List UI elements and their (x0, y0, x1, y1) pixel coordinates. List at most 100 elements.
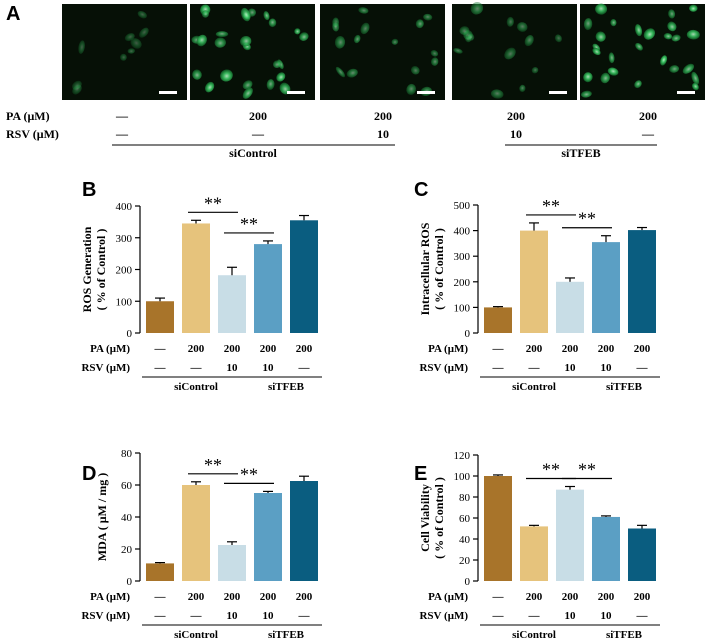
cell (470, 2, 484, 15)
y-axis-label: ( % of Control ) (432, 228, 446, 310)
cell (196, 34, 207, 47)
condition-label: RSV (μM) (6, 127, 59, 141)
y-tick-label: 60 (121, 480, 133, 492)
condition-value: 200 (507, 109, 525, 123)
cell (430, 57, 439, 66)
significance-label: ** (542, 460, 560, 480)
cell (691, 82, 699, 91)
y-tick-label: 20 (121, 544, 133, 556)
condition-label: RSV (μM) (81, 610, 130, 622)
cell (353, 34, 361, 44)
fluorescence-image (62, 4, 187, 100)
group-label: siControl (512, 629, 556, 640)
y-tick-label: 300 (116, 233, 133, 245)
cell (595, 31, 606, 42)
cell (667, 21, 677, 32)
condition-value: 10 (565, 362, 577, 374)
condition-value: 200 (598, 591, 615, 603)
condition-value: — (636, 610, 649, 622)
group-label: siTFEB (268, 381, 305, 393)
cell (240, 35, 252, 47)
condition-value: 10 (263, 610, 275, 622)
condition-value: — (492, 591, 505, 603)
cell (334, 36, 346, 49)
bar (628, 528, 656, 581)
y-tick-label: 100 (454, 471, 471, 483)
bar (182, 485, 210, 581)
condition-value: 10 (227, 610, 239, 622)
image-background (320, 4, 445, 100)
cell (406, 83, 417, 95)
condition-value: — (298, 610, 311, 622)
cell (346, 68, 358, 78)
significance-label: ** (204, 193, 222, 213)
cell (130, 38, 142, 49)
y-axis-label: MDA ( μM / mg ) (95, 473, 109, 561)
bar (520, 230, 548, 333)
condition-value: — (154, 362, 167, 374)
cell (215, 31, 229, 38)
y-tick-label: 400 (454, 226, 471, 238)
bar (182, 223, 210, 333)
y-axis-label: Intracellular ROS (418, 222, 432, 315)
bar (146, 563, 174, 581)
condition-value: 200 (188, 343, 205, 355)
bar (592, 242, 620, 333)
condition-value: — (115, 109, 129, 123)
cell (294, 28, 301, 35)
condition-value: 200 (260, 343, 277, 355)
cell (608, 52, 615, 64)
y-tick-label: 80 (121, 448, 133, 460)
cell (242, 80, 253, 90)
cell (669, 65, 680, 73)
cell (583, 72, 593, 83)
cell (391, 38, 399, 45)
cell (467, 33, 475, 41)
group-label: siTFEB (561, 146, 600, 160)
bar (146, 301, 174, 333)
cell (272, 60, 282, 69)
condition-label: RSV (μM) (419, 610, 468, 622)
condition-label: RSV (μM) (81, 362, 130, 374)
condition-value: 200 (598, 343, 615, 355)
scale-bar (549, 91, 567, 94)
condition-value: — (492, 343, 505, 355)
y-tick-label: 120 (454, 450, 471, 462)
cell (415, 19, 424, 29)
condition-label: PA (μM) (90, 591, 130, 603)
condition-value: 200 (374, 109, 392, 123)
y-tick-label: 80 (459, 492, 471, 504)
condition-value: 200 (188, 591, 205, 603)
cell (691, 71, 700, 85)
bar (290, 220, 318, 333)
cell (72, 84, 82, 95)
bar (520, 526, 548, 581)
cell (686, 29, 700, 40)
cell (634, 80, 642, 89)
bar (592, 516, 620, 581)
bar (218, 275, 246, 333)
group-label: siTFEB (268, 629, 305, 640)
condition-value: 200 (562, 591, 579, 603)
condition-value: 200 (526, 591, 543, 603)
cell (506, 16, 514, 27)
bar (218, 545, 246, 581)
image-background (580, 4, 705, 100)
cell (668, 9, 676, 19)
group-label: siControl (512, 381, 556, 393)
fluorescence-image (320, 4, 445, 100)
y-tick-label: 0 (465, 328, 471, 340)
cell (263, 11, 270, 21)
cell (607, 67, 619, 76)
condition-value: 10 (565, 610, 577, 622)
cell (276, 72, 286, 82)
cell (192, 69, 202, 80)
y-tick-label: 40 (121, 512, 133, 524)
significance-label: ** (240, 214, 258, 234)
condition-label: PA (μM) (428, 591, 468, 603)
condition-table: PA (μM) — 200 200 200 200 RSV (μM) — — 10 10 — siCon… (6, 109, 657, 160)
y-tick-label: 0 (465, 576, 471, 588)
